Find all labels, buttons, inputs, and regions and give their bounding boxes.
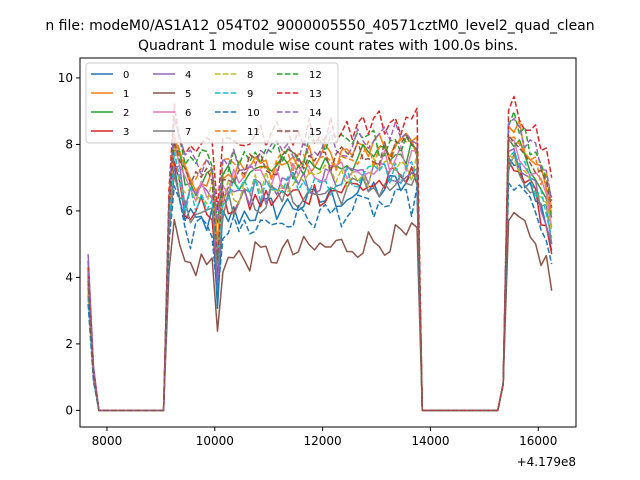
legend-label-1: 1 bbox=[123, 89, 129, 100]
legend-label-5: 5 bbox=[185, 89, 191, 100]
legend-label-4: 4 bbox=[185, 70, 191, 81]
series-line-14 bbox=[87, 118, 553, 412]
series-line-10 bbox=[87, 182, 553, 412]
x-tick-label-1: 10000 bbox=[196, 434, 234, 448]
series-line-3 bbox=[87, 160, 553, 412]
series-line-15 bbox=[87, 134, 553, 412]
x-tick-label-4: 16000 bbox=[519, 434, 557, 448]
legend-label-11: 11 bbox=[247, 127, 260, 138]
y-tick-label-4: 8 bbox=[65, 137, 73, 151]
y-tick-label-2: 4 bbox=[65, 270, 73, 284]
x-tick-label-3: 14000 bbox=[411, 434, 449, 448]
series-line-6 bbox=[87, 139, 553, 412]
plot-frame bbox=[79, 57, 577, 428]
legend-label-12: 12 bbox=[309, 70, 322, 81]
series-line-5 bbox=[87, 211, 553, 412]
series-line-11 bbox=[87, 135, 553, 412]
series-line-1 bbox=[87, 119, 553, 412]
series-line-0 bbox=[87, 156, 553, 412]
legend-label-2: 2 bbox=[123, 108, 129, 119]
legend-label-15: 15 bbox=[309, 127, 322, 138]
y-tick-label-0: 0 bbox=[65, 403, 73, 417]
legend-label-14: 14 bbox=[309, 108, 322, 119]
legend-label-9: 9 bbox=[247, 89, 253, 100]
legend-label-6: 6 bbox=[185, 108, 191, 119]
y-tick-label-5: 10 bbox=[58, 71, 73, 85]
legend-frame bbox=[85, 62, 339, 144]
legend-label-7: 7 bbox=[185, 127, 191, 138]
x-tick-label-2: 12000 bbox=[304, 434, 342, 448]
series-line-7 bbox=[87, 152, 553, 412]
x-tick-label-0: 8000 bbox=[92, 434, 123, 448]
legend-label-8: 8 bbox=[247, 70, 253, 81]
y-tick-label-1: 2 bbox=[65, 337, 73, 351]
figure-suptitle: n file: modeM0/AS1A12_054T02_9000005550_… bbox=[45, 18, 594, 34]
series-layer bbox=[87, 95, 553, 412]
legend-label-3: 3 bbox=[123, 127, 129, 138]
series-line-4 bbox=[87, 147, 553, 412]
legend-label-13: 13 bbox=[309, 89, 322, 100]
x-offset-label: +4.179e8 bbox=[517, 455, 576, 469]
chart-title: Quadrant 1 module wise count rates with … bbox=[138, 38, 518, 54]
series-line-8 bbox=[87, 143, 553, 412]
legend-label-10: 10 bbox=[247, 108, 260, 119]
y-tick-label-3: 6 bbox=[65, 204, 73, 218]
legend-label-0: 0 bbox=[123, 70, 129, 81]
